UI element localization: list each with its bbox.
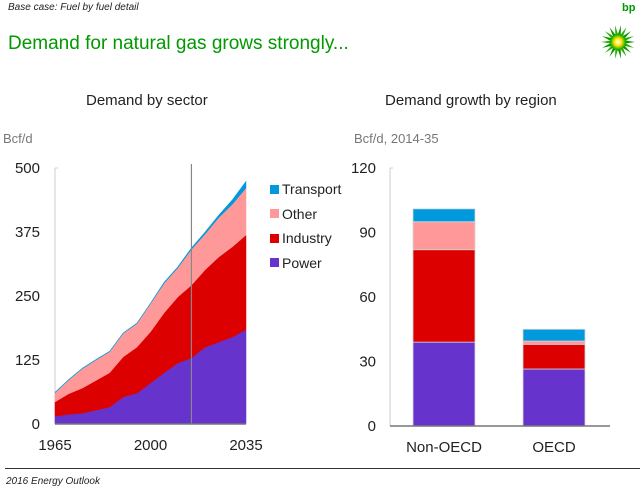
legend-swatch-industry	[270, 233, 279, 243]
y-tick-label: 30	[359, 354, 376, 371]
footer-text: 2016 Energy Outlook	[6, 476, 100, 487]
x-tick-label: 2035	[229, 437, 262, 454]
sunburst-ray	[625, 40, 635, 44]
bar-non-oecd-power	[412, 341, 476, 427]
slide-subtitle: Base case: Fuel by fuel detail	[8, 2, 139, 13]
sunburst-ray	[602, 36, 612, 41]
left-chart-title: Demand by sector	[86, 92, 208, 109]
sunburst-ray	[602, 43, 612, 48]
sunburst-ray	[623, 46, 632, 53]
legend-swatch-power	[270, 258, 279, 268]
sunburst-ray	[604, 46, 613, 53]
area-transport	[54, 180, 247, 394]
y-tick-label: 0	[368, 418, 376, 435]
legend-label-other: Other	[282, 205, 318, 222]
bar-oecd-other	[522, 340, 586, 345]
x-tick-label: OECD	[532, 439, 576, 456]
bp-logo-text: bp	[622, 2, 636, 14]
sector-area-chart: 0 125 250 375 500 1965 2000 2035	[15, 160, 263, 454]
sunburst-ray	[618, 49, 621, 59]
legend-label-power: Power	[282, 254, 322, 271]
sunburst-ray	[624, 43, 634, 48]
y-tick-label: 0	[32, 416, 40, 433]
sunburst-ray	[615, 25, 618, 35]
footer-divider	[5, 468, 640, 469]
legend-item-transport: Transport	[270, 177, 341, 202]
bar-oecd-industry	[522, 343, 586, 370]
y-tick-label: 250	[15, 288, 40, 305]
slide-headline: Demand for natural gas grows strongly...	[8, 33, 349, 54]
sunburst-ray	[601, 40, 611, 44]
legend-label-transport: Transport	[282, 181, 342, 198]
chart-legend: Transport Other Industry Power	[270, 177, 341, 275]
y-tick-label: 375	[15, 224, 40, 241]
legend-item-power: Power	[270, 251, 341, 276]
x-tick-label: 2000	[134, 437, 167, 454]
sunburst-ray	[618, 25, 621, 35]
sunburst-ray	[615, 49, 618, 59]
legend-swatch-other	[270, 209, 279, 219]
left-chart-unit: Bcf/d	[3, 131, 33, 146]
legend-item-industry: Industry	[270, 226, 341, 251]
sunburst-ray	[609, 48, 616, 57]
region-bar-chart: Non-OECD OECD 0 30 60 90 120	[351, 160, 610, 456]
bar-non-oecd-industry	[412, 249, 476, 343]
sunburst-ray	[624, 36, 634, 41]
y-tick-label: 125	[15, 352, 40, 369]
bar-non-oecd-other	[412, 221, 476, 251]
right-chart-title: Demand growth by region	[385, 92, 557, 109]
bar-non-oecd-transport	[412, 208, 476, 223]
y-tick-label: 60	[359, 289, 376, 306]
legend-label-industry: Industry	[282, 230, 332, 247]
bar-oecd-transport	[522, 328, 586, 342]
x-tick-label: 1965	[38, 437, 71, 454]
y-tick-label: 90	[359, 225, 376, 242]
legend-swatch-transport	[270, 184, 279, 194]
y-tick-label: 500	[15, 160, 40, 177]
sunburst-ray	[604, 31, 613, 38]
bar-oecd-power	[522, 368, 586, 427]
sunburst-ray	[623, 31, 632, 38]
x-tick-label: Non-OECD	[406, 439, 482, 456]
right-chart-unit: Bcf/d, 2014-35	[354, 131, 439, 146]
legend-item-other: Other	[270, 202, 341, 227]
y-tick-label: 120	[351, 160, 376, 177]
sunburst-ray	[620, 48, 627, 57]
bp-logo-icon	[596, 0, 640, 62]
sunburst-ray	[620, 27, 627, 36]
sunburst-ray	[609, 27, 616, 36]
